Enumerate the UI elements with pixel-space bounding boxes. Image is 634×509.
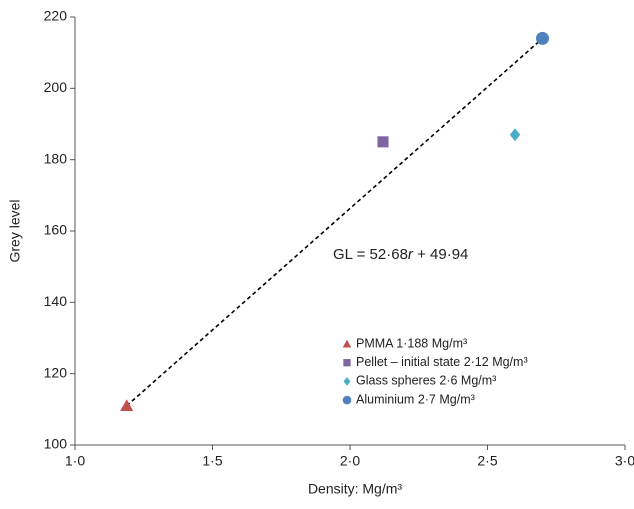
y-tick-label: 180 [44, 150, 68, 166]
annotation: GL = 52·68r + 49·94 [333, 246, 468, 263]
legend-label: PMMA 1·188 Mg/m³ [356, 336, 467, 350]
x-axis-label: Density: Mg/m³ [308, 481, 402, 497]
legend-label: Glass spheres 2·6 Mg/m³ [356, 374, 496, 388]
legend-label: Pellet – initial state 2·12 Mg/m³ [356, 355, 528, 369]
point [120, 399, 134, 411]
y-tick-label: 220 [44, 8, 68, 24]
y-tick-label: 160 [44, 222, 68, 238]
x-tick-label: 3·0 [615, 453, 634, 469]
x-tick-label: 1·0 [65, 453, 85, 469]
legend-label: Aluminium 2·7 Mg/m³ [356, 392, 475, 406]
legend-marker [343, 359, 351, 367]
legend-marker [342, 395, 352, 405]
x-tick-label: 2·5 [477, 453, 497, 469]
x-tick-label: 1·5 [202, 453, 222, 469]
x-tick-label: 2·0 [340, 453, 360, 469]
point [509, 128, 521, 142]
y-tick-label: 140 [44, 293, 68, 309]
y-axis-label: Grey level [7, 199, 23, 262]
trendline [126, 37, 544, 407]
legend-marker [342, 339, 352, 348]
y-tick-label: 120 [44, 364, 68, 380]
y-tick-label: 100 [44, 436, 68, 452]
point [536, 31, 549, 45]
annotation-part: GL = 52·68 [333, 246, 408, 263]
y-tick-label: 200 [44, 79, 68, 95]
point [377, 136, 389, 148]
annotation-part: + 49·94 [413, 246, 468, 263]
annotation-part: r [408, 246, 414, 263]
legend-marker [343, 377, 351, 386]
